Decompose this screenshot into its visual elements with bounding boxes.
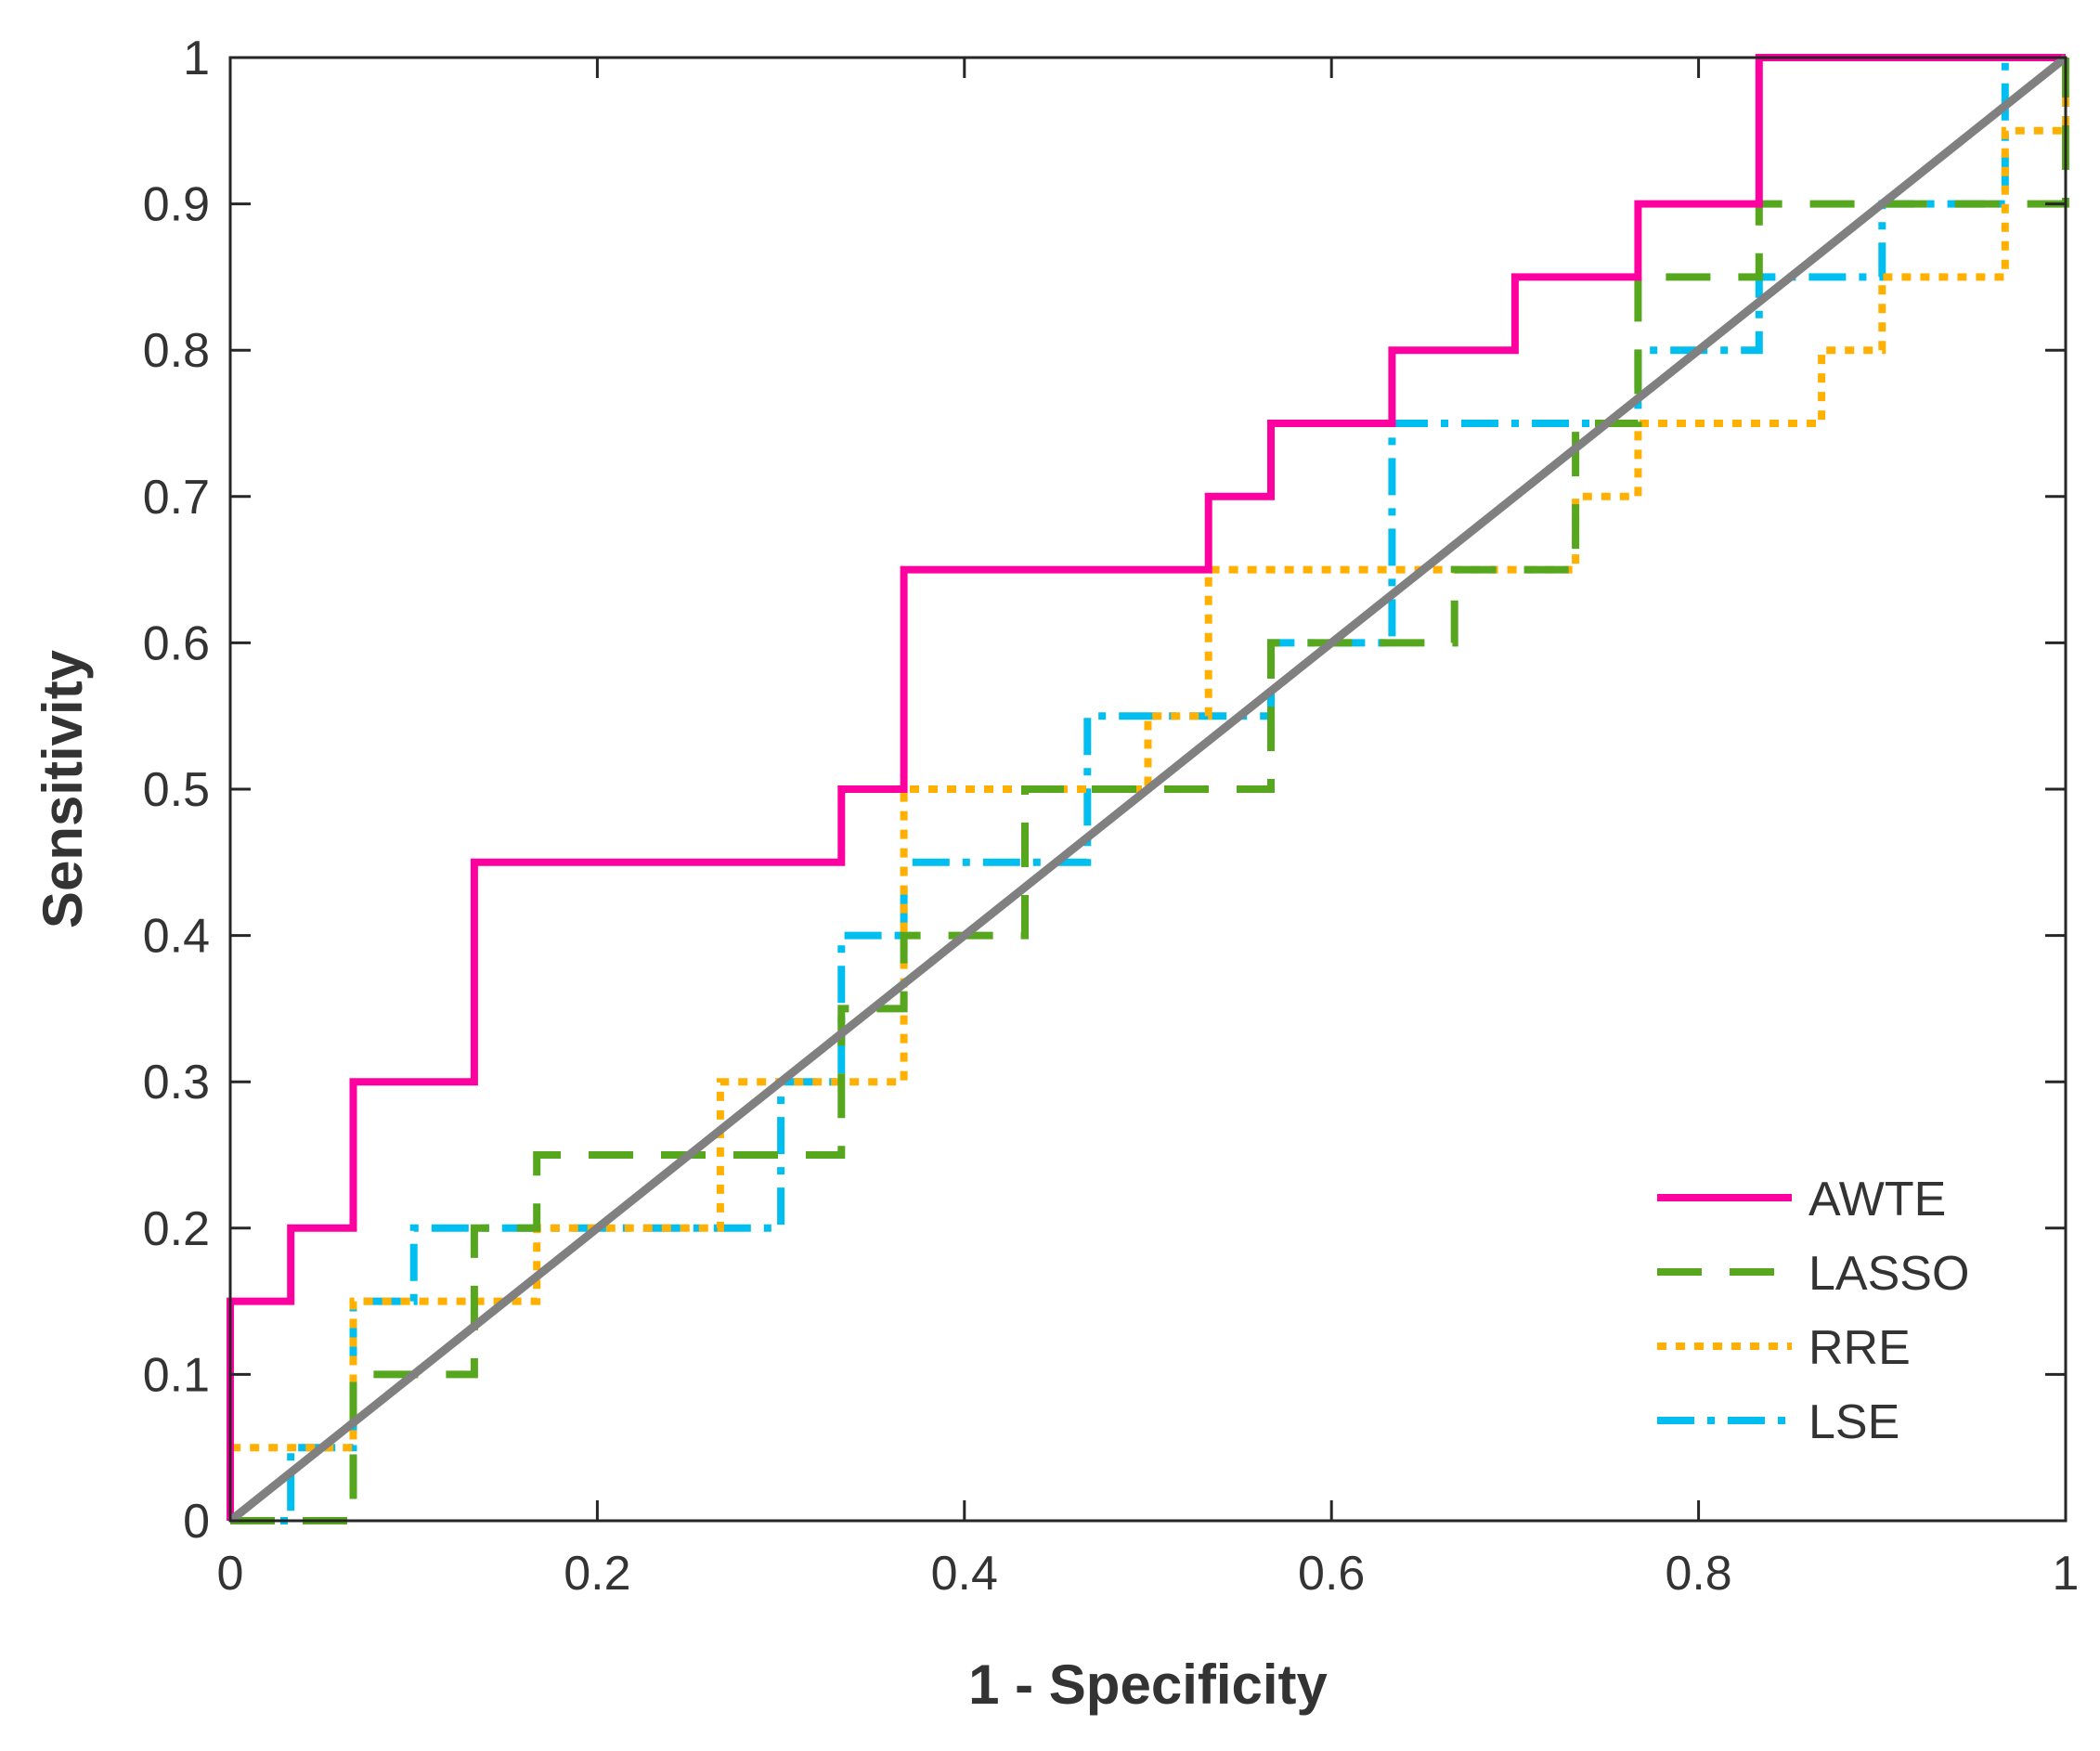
series-line-reference xyxy=(227,54,2068,1524)
y-tick-label: 0.3 xyxy=(143,1056,210,1109)
tick-layer: 0 0.2 0.4 0.6 0.8 1 0 0.1 0.2 0.3 0.4 0.5 0.6 0.7 0.8 0… xyxy=(143,32,2080,1601)
x-tick-label: 0.6 xyxy=(1298,1547,1365,1601)
x-tick-label: 1 xyxy=(2053,1547,2080,1601)
series-line-rre xyxy=(227,58,2069,1521)
y-tick-label: 0.1 xyxy=(143,1348,210,1402)
x-tick-label: 0.2 xyxy=(564,1547,630,1601)
x-tick-label: 0.4 xyxy=(931,1547,998,1601)
y-tick-label: 0.7 xyxy=(143,471,210,525)
legend-label-awte: AWTE xyxy=(1808,1173,1946,1226)
x-tick-label: 0 xyxy=(217,1547,244,1601)
y-tick-label: 0.2 xyxy=(143,1202,210,1256)
y-axis-title: Sensitivity xyxy=(32,649,94,928)
x-axis-title: 1 - Specificity xyxy=(968,1654,1328,1716)
legend-label-rre: RRE xyxy=(1808,1321,1911,1375)
y-tick-label: 0.8 xyxy=(143,324,210,378)
y-tick-label: 0.6 xyxy=(143,616,210,670)
x-tick-label: 0.8 xyxy=(1665,1547,1731,1601)
legend-label-lse: LSE xyxy=(1808,1395,1899,1449)
y-tick-label: 0 xyxy=(183,1495,210,1549)
series-line-lasso xyxy=(230,58,2069,1524)
y-tick-label: 0.5 xyxy=(143,763,210,817)
legend-label-lasso: LASSO xyxy=(1808,1247,1969,1301)
y-tick-label: 0.9 xyxy=(143,178,210,232)
series-line-awte xyxy=(227,54,2066,1521)
legend: AWTE LASSO RRE LSE xyxy=(1657,1173,1969,1449)
y-tick-label: 1 xyxy=(183,32,210,85)
series-layer xyxy=(227,54,2069,1524)
y-tick-label: 0.4 xyxy=(143,910,210,964)
